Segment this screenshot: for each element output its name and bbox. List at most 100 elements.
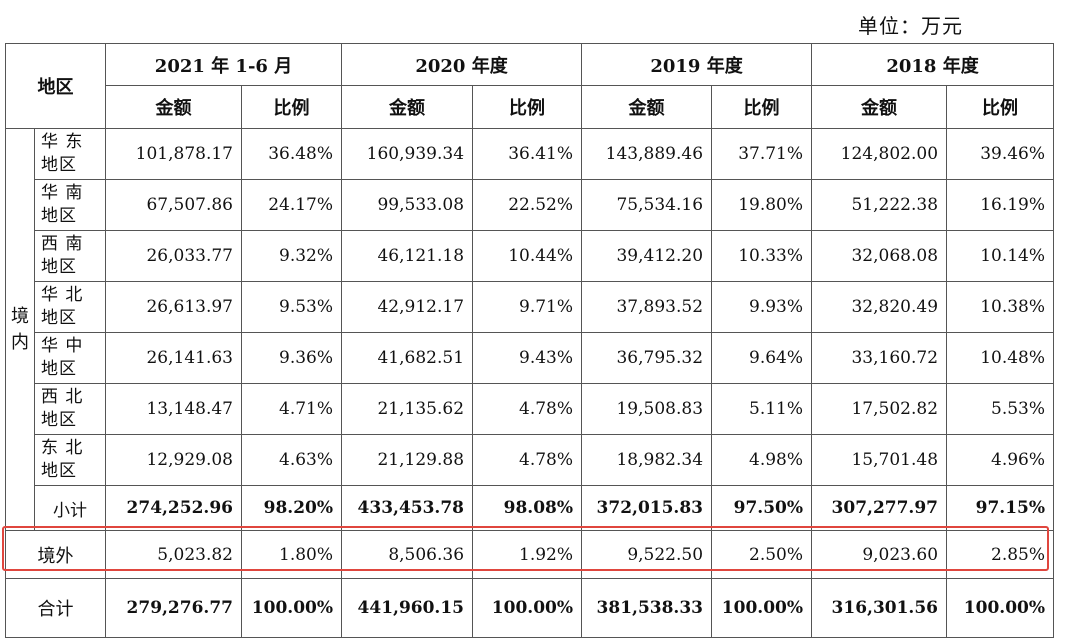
- region-name-line: 地区: [41, 257, 77, 277]
- amount-cell: 42,912.17: [341, 281, 474, 333]
- ratio-cell: 4.63%: [240, 434, 343, 486]
- ratio-cell: 9.93%: [711, 281, 813, 333]
- ratio-cell: 10.48%: [946, 332, 1055, 384]
- amount-cell: 381,538.33: [581, 578, 713, 638]
- ratio-cell: 9.64%: [711, 332, 813, 384]
- region-name-line: 华 南: [41, 183, 84, 203]
- ratio-cell: 19.80%: [711, 179, 813, 231]
- ratio-cell: 9.71%: [472, 281, 583, 333]
- ratio-cell: 4.96%: [946, 434, 1055, 486]
- region-name-line: 地区: [41, 308, 77, 328]
- ratio-header: 比例: [472, 85, 583, 129]
- amount-cell: 33,160.72: [811, 332, 948, 384]
- amount-header: 金额: [341, 85, 474, 129]
- amount-cell: 32,820.49: [811, 281, 948, 333]
- ratio-cell: 98.08%: [472, 485, 583, 531]
- ratio-cell: 4.78%: [472, 383, 583, 435]
- subtotal-row: 小计 274,252.96 98.20% 433,453.78 98.08% 372,01…: [6, 485, 1055, 531]
- amount-header: 金额: [811, 85, 948, 129]
- region-name: 西 南地区: [34, 230, 106, 282]
- table-row: 西 北地区 13,148.47 4.71% 21,135.62 4.78% 19,508.…: [6, 383, 1055, 435]
- table-body: 境内华 东地区 101,878.17 36.48% 160,939.34 36.41% 1…: [5, 128, 1055, 638]
- ratio-header: 比例: [711, 85, 813, 129]
- ratio-cell: 22.52%: [472, 179, 583, 231]
- amount-cell: 15,701.48: [811, 434, 948, 486]
- ratio-cell: 24.17%: [240, 179, 343, 231]
- amount-cell: 274,252.96: [105, 485, 242, 531]
- amount-cell: 160,939.34: [341, 128, 474, 180]
- table-row: 东 北地区 12,929.08 4.63% 21,129.88 4.78% 18,982.…: [6, 434, 1055, 486]
- region-name: 华 中地区: [34, 332, 106, 384]
- ratio-cell: 5.53%: [946, 383, 1055, 435]
- ratio-cell: 100.00%: [711, 578, 813, 638]
- amount-cell: 12,929.08: [105, 434, 242, 486]
- table-row: 华 中地区 26,141.63 9.36% 41,682.51 9.43% 36,795.…: [6, 332, 1055, 384]
- unit-label: 单位：万元: [858, 14, 963, 38]
- ratio-cell: 100.00%: [472, 578, 583, 638]
- overseas-highlight-box: [2, 526, 1049, 571]
- header-row-metrics: 金额 比例 金额 比例 金额 比例 金额 比例: [6, 85, 1055, 129]
- amount-cell: 279,276.77: [105, 578, 242, 638]
- amount-cell: 18,982.34: [581, 434, 713, 486]
- ratio-cell: 39.46%: [946, 128, 1055, 180]
- region-header: 地区: [5, 43, 106, 129]
- amount-cell: 101,878.17: [105, 128, 242, 180]
- ratio-cell: 98.20%: [240, 485, 343, 531]
- region-name-line: 地区: [41, 359, 77, 379]
- amount-cell: 19,508.83: [581, 383, 713, 435]
- ratio-cell: 10.14%: [946, 230, 1055, 282]
- ratio-cell: 97.50%: [711, 485, 813, 531]
- region-name: 华 南地区: [34, 179, 106, 231]
- amount-cell: 433,453.78: [341, 485, 474, 531]
- ratio-cell: 5.11%: [711, 383, 813, 435]
- amount-header: 金额: [105, 85, 242, 129]
- amount-cell: 26,613.97: [105, 281, 242, 333]
- table-row: 西 南地区 26,033.77 9.32% 46,121.18 10.44% 39,412…: [6, 230, 1055, 282]
- region-name-line: 华 东: [41, 132, 84, 152]
- ratio-cell: 10.44%: [472, 230, 583, 282]
- table-row: 华 北地区 26,613.97 9.53% 42,912.17 9.71% 37,893.…: [6, 281, 1055, 333]
- region-name-line: 地区: [41, 155, 77, 175]
- ratio-cell: 4.71%: [240, 383, 343, 435]
- amount-cell: 37,893.52: [581, 281, 713, 333]
- amount-cell: 39,412.20: [581, 230, 713, 282]
- table-row: 境内华 东地区 101,878.17 36.48% 160,939.34 36.41% 1…: [5, 128, 1055, 531]
- amount-cell: 26,141.63: [105, 332, 242, 384]
- period-header-2021h1: 2021 年 1-6 月: [104, 43, 343, 86]
- ratio-header: 比例: [240, 85, 343, 129]
- ratio-cell: 97.15%: [946, 485, 1055, 531]
- amount-cell: 307,277.97: [811, 485, 948, 531]
- ratio-cell: 37.71%: [711, 128, 813, 180]
- total-row: 合计 279,276.77 100.00% 441,960.15 100.00% 381,…: [5, 578, 1055, 638]
- region-name-line: 西 北: [41, 387, 84, 407]
- amount-cell: 51,222.38: [811, 179, 948, 231]
- amount-cell: 32,068.08: [811, 230, 948, 282]
- amount-cell: 316,301.56: [811, 578, 948, 638]
- ratio-cell: 36.48%: [240, 128, 343, 180]
- subtotal-label: 小计: [34, 485, 106, 531]
- amount-cell: 372,015.83: [581, 485, 713, 531]
- domestic-label-char: 内: [11, 331, 29, 353]
- ratio-cell: 9.53%: [240, 281, 343, 333]
- period-header-2020: 2020 年度: [341, 43, 583, 86]
- amount-cell: 124,802.00: [811, 128, 948, 180]
- region-name-line: 东 北: [41, 438, 84, 458]
- ratio-cell: 9.36%: [240, 332, 343, 384]
- amount-cell: 143,889.46: [581, 128, 713, 180]
- ratio-cell: 16.19%: [946, 179, 1055, 231]
- amount-cell: 41,682.51: [341, 332, 474, 384]
- amount-cell: 13,148.47: [105, 383, 242, 435]
- ratio-cell: 9.32%: [240, 230, 343, 282]
- region-name-line: 地区: [41, 461, 77, 481]
- amount-cell: 99,533.08: [341, 179, 474, 231]
- regional-revenue-table: 地区 2021 年 1-6 月 2020 年度 2019 年度 2018 年度 …: [5, 43, 1055, 638]
- region-name: 华 东地区: [34, 128, 106, 180]
- region-name-line: 地区: [41, 410, 77, 430]
- ratio-cell: 9.43%: [472, 332, 583, 384]
- amount-cell: 36,795.32: [581, 332, 713, 384]
- domestic-label: 境内: [5, 128, 35, 531]
- ratio-cell: 100.00%: [946, 578, 1055, 638]
- amount-cell: 26,033.77: [105, 230, 242, 282]
- ratio-cell: 10.38%: [946, 281, 1055, 333]
- ratio-header: 比例: [946, 85, 1055, 129]
